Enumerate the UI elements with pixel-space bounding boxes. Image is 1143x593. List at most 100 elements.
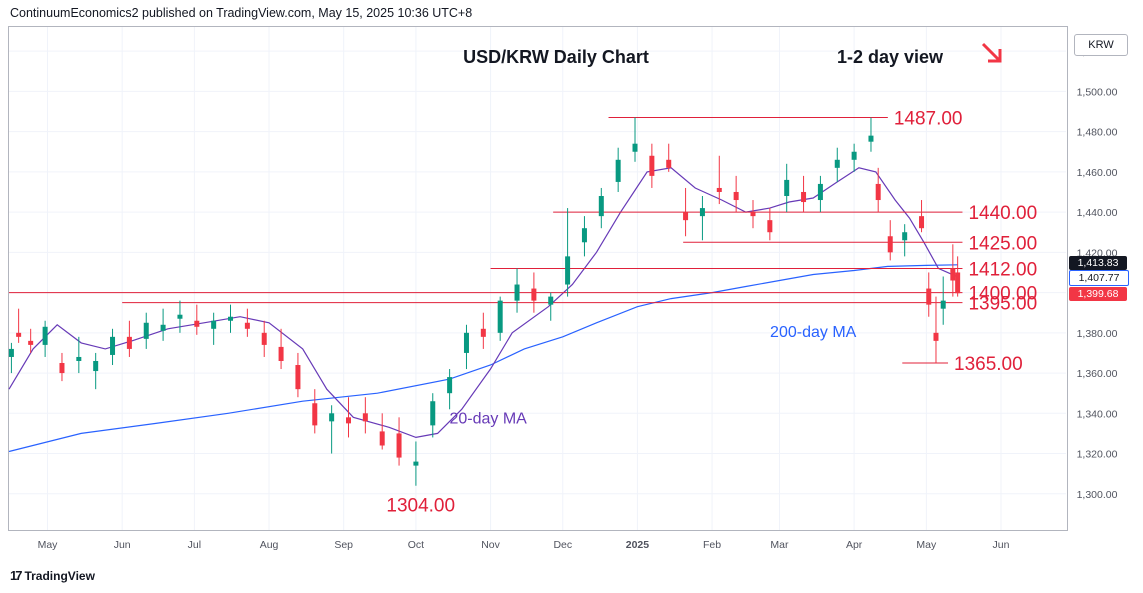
candle-body <box>834 159 840 168</box>
candle-body <box>868 135 874 142</box>
candle-body <box>801 191 807 203</box>
candle-body <box>59 363 65 374</box>
low-label: 1304.00 <box>386 496 455 517</box>
y-tick-label: 1,480.00 <box>1077 127 1118 139</box>
chart-labels: 1304.00 200-day MA 20-day MA USD/KRW Daily … <box>386 42 1002 517</box>
price-axis[interactable] <box>1067 26 1130 531</box>
x-tick-label: Oct <box>408 539 424 551</box>
y-tick-label: 1,300.00 <box>1077 489 1118 501</box>
x-tick-label: May <box>38 539 59 551</box>
candle-body <box>312 403 318 426</box>
candle-body <box>926 288 932 305</box>
chart-area[interactable] <box>8 26 1067 531</box>
candle-body <box>396 433 402 458</box>
candle-body <box>615 159 621 182</box>
candle-body <box>143 322 149 339</box>
support-resistance-levels: 1487.00 1440.00 1425.00 1412.00 1400.001395.… <box>9 109 1037 375</box>
x-tick-label: Feb <box>703 539 721 551</box>
x-tick-label: Jun <box>993 539 1010 551</box>
candle-body <box>480 328 486 337</box>
candle-body <box>329 413 335 422</box>
x-tick-label: Sep <box>334 539 353 551</box>
symbol-button[interactable]: KRW <box>1074 34 1128 56</box>
candle-body <box>194 320 200 327</box>
candle-body <box>463 332 469 353</box>
level-label: 1412.00 <box>968 259 1037 280</box>
candle-body <box>933 332 939 341</box>
candle-body <box>666 159 672 168</box>
candle-body <box>632 143 638 152</box>
level-label: 1400.00 <box>968 284 1037 305</box>
x-tick-label: Mar <box>770 539 789 551</box>
candle-body <box>362 413 368 422</box>
candle-body <box>817 183 823 201</box>
candle-body <box>940 300 946 309</box>
grid <box>9 27 1066 530</box>
arrow-down-right-icon <box>981 42 1002 63</box>
candle-body <box>110 336 116 355</box>
tradingview-logo-icon: 17 <box>10 568 23 583</box>
x-axis-ticks: May Jun Jul Aug Sep Oct Nov Dec 2025 Feb Mar Apr May… <box>38 539 1010 551</box>
chart-title: USD/KRW Daily Chart <box>463 47 649 67</box>
price-tag: 1,413.83 <box>1069 255 1127 270</box>
candle-body <box>767 220 773 233</box>
y-tick-label: 1,380.00 <box>1077 328 1118 340</box>
candle-body <box>42 326 48 345</box>
candle-body <box>531 288 537 301</box>
x-tick-label: Aug <box>260 539 279 551</box>
candle-body <box>211 320 217 329</box>
candle-body <box>497 300 503 333</box>
ma-label: 20-day MA <box>449 410 527 427</box>
y-tick-label: 1,460.00 <box>1077 167 1118 179</box>
level-label: 1425.00 <box>968 233 1037 254</box>
candle-body <box>784 179 790 197</box>
candle-body <box>447 377 453 394</box>
candle-body <box>28 340 34 345</box>
x-tick-label: Apr <box>846 539 863 551</box>
candle-body <box>126 336 132 349</box>
candle-body <box>699 208 705 217</box>
publisher-line: ContinuumEconomics2 published on Trading… <box>10 6 473 20</box>
candle-body <box>514 284 520 301</box>
candle-body <box>581 228 587 243</box>
level-label: 1487.00 <box>894 109 963 130</box>
candle-body <box>548 296 554 305</box>
ma-label: 200-day MA <box>770 324 857 341</box>
candle-body <box>598 196 604 217</box>
x-tick-label: Jul <box>188 539 201 551</box>
candle-body <box>716 187 722 192</box>
ma200-line <box>8 264 958 453</box>
x-tick-label: Dec <box>553 539 572 551</box>
y-tick-label: 1,320.00 <box>1077 449 1118 461</box>
candle-body <box>228 316 234 321</box>
arrow-head <box>988 49 1002 63</box>
level-label: 1365.00 <box>954 354 1023 375</box>
candle-body <box>244 322 250 329</box>
candle-body <box>345 417 351 424</box>
candle-body <box>733 191 739 201</box>
candle-body <box>261 332 267 345</box>
candle-body <box>565 256 571 285</box>
candle-body <box>278 346 284 361</box>
tradingview-logo[interactable]: 17 TradingView <box>10 568 95 583</box>
candle-body <box>76 356 82 361</box>
x-tick-label: Jun <box>114 539 131 551</box>
level-label: 1395.00 <box>968 294 1037 315</box>
candle-body <box>177 314 183 319</box>
price-tag: 1,399.68 <box>1069 287 1127 302</box>
candle-body <box>750 212 756 217</box>
candle-body <box>950 268 956 281</box>
level-label: 1440.00 <box>968 203 1037 224</box>
x-tick-label: 2025 <box>626 539 650 551</box>
candle-body <box>683 212 689 221</box>
candles <box>8 117 961 486</box>
y-tick-label: 1,340.00 <box>1077 408 1118 420</box>
moving-averages <box>8 167 958 453</box>
x-tick-label: Nov <box>481 539 500 551</box>
candle-body <box>955 272 961 294</box>
candle-body <box>413 461 419 466</box>
y-tick-label: 1,360.00 <box>1077 368 1118 380</box>
candle-body <box>919 216 925 229</box>
arrow-shaft <box>981 42 1001 62</box>
candle-body <box>649 155 655 176</box>
